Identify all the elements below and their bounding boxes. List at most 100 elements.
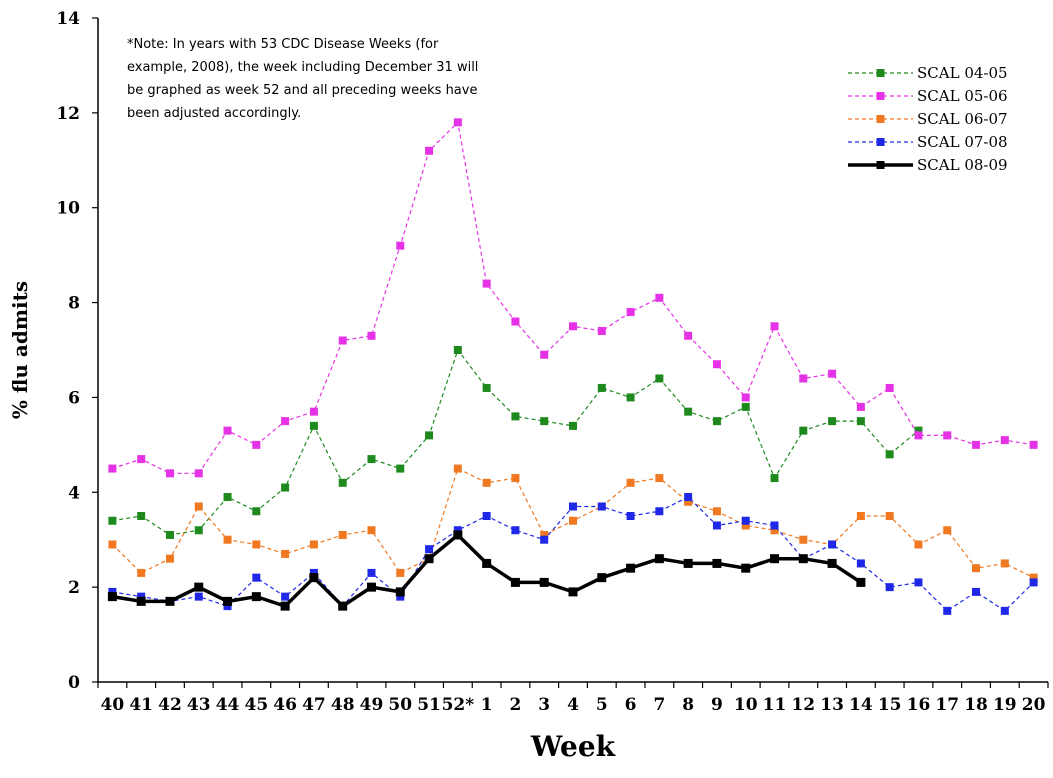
data-point xyxy=(684,407,693,416)
x-tick-label: 12 xyxy=(791,695,815,715)
y-tick-label: 10 xyxy=(56,199,80,219)
series-scal-04-05 xyxy=(108,346,923,539)
data-point xyxy=(885,450,894,459)
data-point xyxy=(425,146,434,155)
data-point xyxy=(943,606,952,615)
data-point xyxy=(885,583,894,592)
data-point xyxy=(828,540,837,549)
data-point xyxy=(684,493,693,502)
y-tick-label: 0 xyxy=(68,673,80,693)
data-point xyxy=(684,331,693,340)
x-tick-label: 46 xyxy=(273,695,297,715)
legend: SCAL 04-05 SCAL 05-06 SCAL 06-07 SCAL 07-08… xyxy=(848,64,1008,174)
data-point xyxy=(281,417,290,426)
data-point xyxy=(137,568,146,577)
data-point xyxy=(540,350,549,359)
data-point xyxy=(885,383,894,392)
data-point xyxy=(309,573,319,583)
data-point xyxy=(367,455,376,464)
data-point xyxy=(569,516,577,525)
data-point xyxy=(511,317,520,326)
data-point xyxy=(568,587,578,597)
data-point xyxy=(281,483,290,492)
data-point xyxy=(482,558,492,568)
x-tick-label: 50 xyxy=(388,695,412,715)
data-point xyxy=(511,412,520,421)
data-point xyxy=(1029,440,1038,449)
y-tick-label: 12 xyxy=(56,104,80,124)
data-point xyxy=(856,559,865,568)
data-point xyxy=(798,554,808,564)
legend-item: SCAL 06-07 xyxy=(848,110,1008,128)
data-point xyxy=(626,478,635,487)
legend-marker xyxy=(876,69,885,77)
data-point xyxy=(223,493,232,502)
x-tick-label: 40 xyxy=(101,695,125,715)
data-point xyxy=(943,431,952,440)
legend-label: SCAL 08-09 xyxy=(917,156,1008,174)
data-point xyxy=(655,474,664,483)
x-tick-label: 49 xyxy=(360,695,384,715)
data-point xyxy=(856,402,865,411)
legend-marker xyxy=(876,138,885,146)
data-point xyxy=(569,502,577,511)
data-point xyxy=(309,540,318,549)
data-point xyxy=(137,592,146,601)
data-point xyxy=(223,426,232,435)
x-tick-label: 16 xyxy=(907,695,931,715)
data-point xyxy=(396,568,405,577)
data-point xyxy=(540,530,549,539)
data-point xyxy=(165,530,174,539)
data-point xyxy=(799,535,808,544)
x-tick-label: 6 xyxy=(625,695,637,715)
data-point xyxy=(914,426,923,435)
legend-marker xyxy=(876,161,885,169)
data-point xyxy=(741,516,750,525)
legend-label: SCAL 04-05 xyxy=(917,64,1008,82)
data-point xyxy=(338,336,347,345)
data-point xyxy=(569,421,577,430)
series-line xyxy=(112,121,1034,474)
note-line: been adjusted accordingly. xyxy=(127,106,301,121)
series-layer xyxy=(107,118,1038,615)
data-point xyxy=(828,417,837,426)
data-point xyxy=(972,440,981,449)
data-point xyxy=(338,478,347,487)
note-line: be graphed as week 52 and all preceding … xyxy=(127,83,477,98)
x-tick-label: 7 xyxy=(653,695,665,715)
data-point xyxy=(252,440,261,449)
data-point xyxy=(107,592,117,602)
data-point xyxy=(626,512,635,520)
series-line xyxy=(112,348,919,536)
data-point xyxy=(252,540,261,549)
data-point xyxy=(540,417,549,426)
x-tick-label: 1 xyxy=(481,695,493,715)
legend-item: SCAL 08-09 xyxy=(848,156,1008,174)
data-point xyxy=(1029,578,1038,587)
data-point xyxy=(482,512,491,520)
data-point xyxy=(453,464,462,473)
x-tick-label: 13 xyxy=(820,695,844,715)
data-point xyxy=(827,558,837,568)
x-tick-label: 20 xyxy=(1022,695,1046,715)
x-tick-label: 8 xyxy=(682,695,694,715)
data-point xyxy=(914,431,923,440)
data-point xyxy=(424,554,434,564)
data-point xyxy=(828,369,837,378)
data-point xyxy=(684,497,693,506)
data-point xyxy=(655,507,664,516)
data-point xyxy=(165,596,175,606)
data-point xyxy=(510,577,520,587)
x-tick-label: 48 xyxy=(331,695,355,715)
data-point xyxy=(281,549,290,558)
data-point xyxy=(482,279,491,288)
x-tick-label: 42 xyxy=(158,695,182,715)
data-point xyxy=(165,469,174,478)
x-tick-label: 9 xyxy=(711,695,723,715)
x-axis-label: Week xyxy=(530,730,616,763)
data-point xyxy=(712,417,721,426)
data-point xyxy=(396,464,405,473)
series-scal-05-06 xyxy=(108,118,1038,478)
data-point xyxy=(597,327,606,336)
